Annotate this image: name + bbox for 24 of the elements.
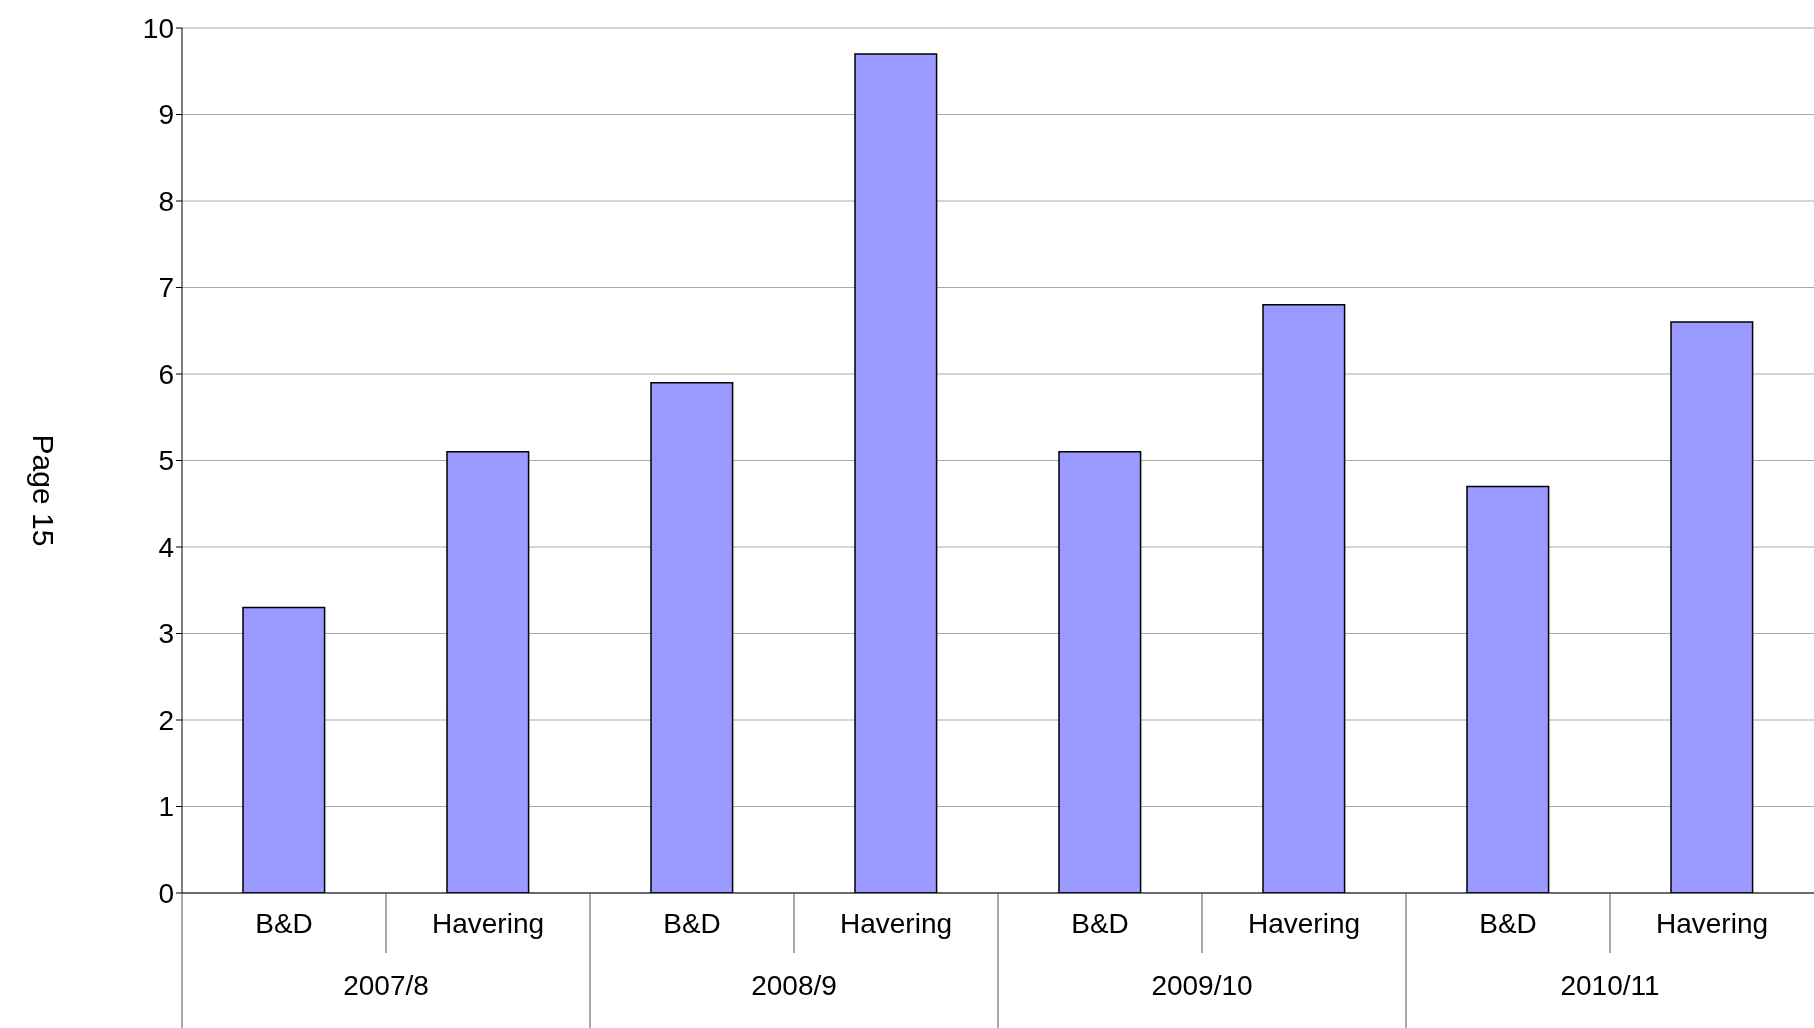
y-tick-label: 2 <box>158 704 174 736</box>
y-tick-label: 1 <box>158 791 174 823</box>
x-tick-label: Havering <box>1247 907 1361 939</box>
y-tick-label: 0 <box>158 877 174 909</box>
y-tick-label: 5 <box>158 445 174 477</box>
x-tick-label: B&D <box>255 907 313 939</box>
text: Page 15 <box>26 434 60 547</box>
x-tick-label: B&D <box>1071 907 1129 939</box>
x-tick-label: Havering <box>839 907 953 939</box>
y-tick-label: 9 <box>158 99 174 131</box>
text: 2010/11 <box>1560 970 1660 1001</box>
x-tick-label: Havering <box>431 907 545 939</box>
x-tick-label: Havering <box>1655 907 1769 939</box>
y-tick-label: 7 <box>158 272 174 304</box>
text: 2008/9 <box>751 970 837 1001</box>
y-tick-label: 6 <box>158 358 174 390</box>
y-tick-label: 4 <box>158 531 174 563</box>
x-tick-label: B&D <box>663 907 721 939</box>
y-tick-label: 3 <box>158 618 174 650</box>
text: 2007/8 <box>343 970 429 1001</box>
text: 2009/10 <box>1151 970 1253 1001</box>
y-tick-label: 10 <box>142 12 174 44</box>
y-tick-label: 8 <box>158 185 174 217</box>
x-tick-label: B&D <box>1479 907 1537 939</box>
